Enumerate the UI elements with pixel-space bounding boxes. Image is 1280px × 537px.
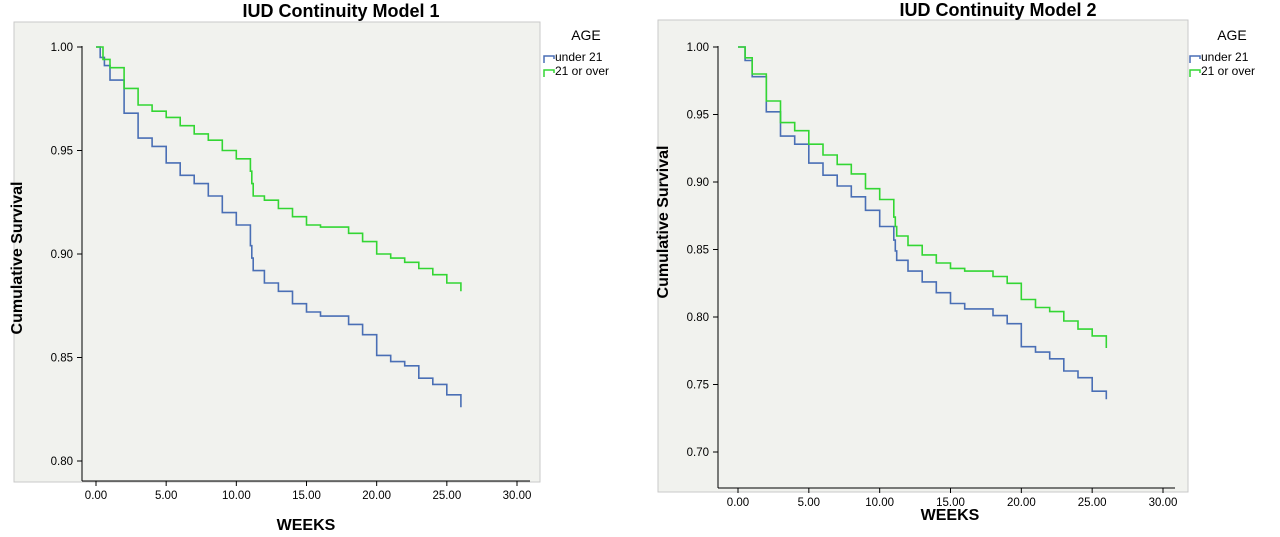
plot-background: [657, 19, 1189, 493]
y-tick-label: 0.90: [687, 177, 709, 189]
y-tick-label: 0.80: [51, 456, 73, 468]
y-tick-label: 0.85: [687, 245, 709, 257]
x-tick-label: 15.00: [936, 497, 965, 509]
y-axis-title: Cumulative Survival: [655, 146, 672, 299]
x-tick-label: 15.00: [292, 490, 321, 502]
x-axis-title: WEEKS: [921, 507, 980, 524]
y-tick-label: 0.75: [687, 380, 709, 392]
y-tick-label: 0.90: [51, 249, 73, 261]
x-tick-label: 5.00: [798, 497, 820, 509]
legend-label: under 21: [1201, 50, 1249, 64]
x-tick-label: 10.00: [865, 497, 894, 509]
legend-title: AGE: [1217, 27, 1247, 43]
legend-swatch: [543, 69, 555, 77]
y-axis-title: Cumulative Survival: [9, 182, 26, 335]
x-tick-label: 10.00: [222, 490, 251, 502]
x-tick-label: 0.00: [727, 497, 749, 509]
legend-label: under 21: [555, 50, 603, 64]
plot-background: [13, 21, 541, 483]
x-tick-label: 20.00: [362, 490, 391, 502]
legend-label: 21 or over: [1201, 64, 1255, 78]
legend-swatch: [543, 55, 555, 63]
y-tick-label: 0.95: [51, 146, 73, 158]
y-tick-label: 1.00: [687, 42, 709, 54]
series-line-21-or-over: [96, 46, 462, 292]
x-tick-label: 25.00: [1078, 497, 1107, 509]
series-line-under-21: [738, 46, 1108, 400]
legend-label: 21 or over: [555, 64, 609, 78]
x-tick-label: 30.00: [503, 490, 532, 502]
legend-swatch: [1189, 55, 1201, 63]
chart-model-2: IUD Continuity Model 2 1.00 0.95 0.90 0.85 0.…: [655, 0, 1255, 524]
x-tick-label: 0.00: [85, 490, 107, 502]
y-tick-label: 1.00: [51, 42, 73, 54]
y-tick-label: 0.70: [687, 447, 709, 459]
x-tick-label: 5.00: [155, 490, 177, 502]
x-tick-label: 30.00: [1149, 497, 1178, 509]
chart-title: IUD Continuity Model 2: [900, 0, 1097, 20]
x-tick-label: 25.00: [432, 490, 461, 502]
x-axis-title: WEEKS: [277, 517, 336, 534]
y-tick-label: 0.85: [51, 353, 73, 365]
legend-swatch: [1189, 69, 1201, 77]
series-line-21-or-over: [738, 46, 1108, 348]
chart-title: IUD Continuity Model 1: [243, 1, 440, 21]
series-line-under-21: [96, 46, 462, 408]
x-tick-label: 20.00: [1007, 497, 1036, 509]
legend-title: AGE: [571, 27, 601, 43]
y-tick-label: 0.95: [687, 110, 709, 122]
chart-model-1: IUD Continuity Model 1 1.00 0.95 0.90 0.85 0.…: [9, 1, 609, 534]
y-tick-label: 0.80: [687, 312, 709, 324]
